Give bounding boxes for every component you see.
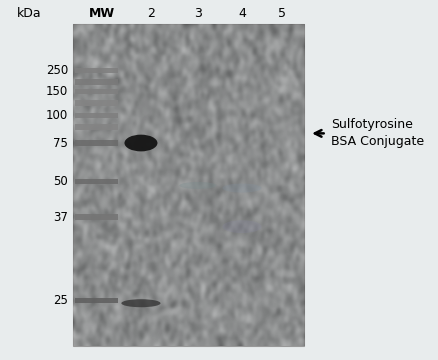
Text: kDa: kDa [17,7,42,20]
Text: 2: 2 [147,7,155,20]
Bar [75,100,118,105]
Bar [75,298,118,303]
Text: Sulfotyrosine: Sulfotyrosine [330,118,412,131]
Text: 4: 4 [237,7,245,20]
Text: 150: 150 [46,85,68,98]
Ellipse shape [222,184,261,193]
Ellipse shape [179,182,216,189]
Text: 37: 37 [53,211,68,224]
Bar [75,179,118,184]
Bar [75,140,118,146]
Text: 250: 250 [46,64,68,77]
Text: 5: 5 [277,7,286,20]
Bar [75,124,118,130]
Ellipse shape [222,220,261,233]
Text: MW: MW [88,7,115,20]
Text: 3: 3 [194,7,201,20]
Bar [75,89,118,94]
Text: BSA Conjugate: BSA Conjugate [330,135,423,148]
Bar [75,214,118,220]
Ellipse shape [124,135,157,152]
Bar [73,24,303,346]
Text: 50: 50 [53,175,68,188]
Bar [75,113,118,118]
Ellipse shape [121,299,160,307]
Text: 100: 100 [46,109,68,122]
Text: 25: 25 [53,294,68,307]
Text: 75: 75 [53,136,68,149]
Bar [75,79,118,85]
Bar [75,68,118,73]
